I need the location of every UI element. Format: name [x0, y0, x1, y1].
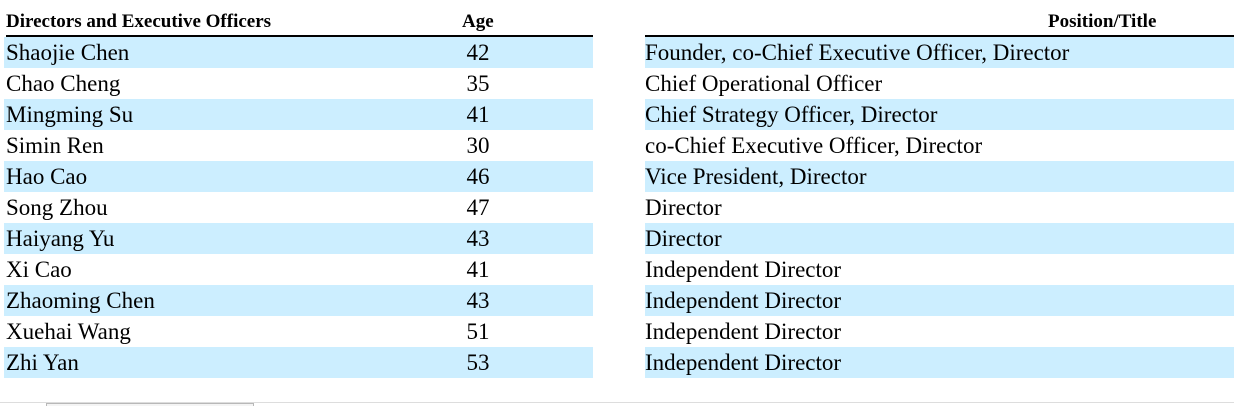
officer-name: Mingming Su — [6, 102, 134, 127]
officer-age: 30 — [466, 133, 490, 158]
officer-age: 43 — [466, 226, 490, 251]
officer-position: Chief Strategy Officer, Director — [645, 102, 938, 127]
scrollbar-thumb[interactable] — [46, 403, 254, 406]
officer-position: Independent Director — [645, 257, 842, 282]
officer-name: Chao Cheng — [6, 71, 121, 96]
officer-name: Haiyang Yu — [6, 226, 115, 251]
table-row: Song Zhou 47 Director — [4, 192, 1234, 223]
header-directors-and-executive-officers: Directors and Executive Officers — [6, 11, 272, 32]
officer-name: Zhaoming Chen — [6, 288, 155, 313]
officer-position: Independent Director — [645, 350, 842, 375]
table-row: Xuehai Wang 51 Independent Director — [4, 316, 1234, 347]
officer-position: Director — [645, 226, 722, 251]
table-row: Chao Cheng 35 Chief Operational Officer — [4, 68, 1234, 99]
table-row: Mingming Su 41 Chief Strategy Officer, Dir… — [4, 99, 1234, 130]
table-row: Zhaoming Chen 43 Independent Director — [4, 285, 1234, 316]
horizontal-scrollbar[interactable] — [0, 402, 1234, 406]
table-row: Zhi Yan 53 Independent Director — [4, 347, 1234, 378]
officer-name: Zhi Yan — [6, 350, 79, 375]
officer-name: Simin Ren — [6, 133, 104, 158]
table-row: Shaojie Chen 42 Founder, co-Chief Executiv… — [4, 37, 1234, 68]
officer-position: Vice President, Director — [645, 164, 867, 189]
officer-name: Shaojie Chen — [6, 40, 130, 65]
row-shade-left — [4, 99, 593, 130]
table-row: Hao Cao 46 Vice President, Director — [4, 161, 1234, 192]
officer-position: co-Chief Executive Officer, Director — [645, 133, 983, 158]
officer-position: Director — [645, 195, 722, 220]
officer-name: Xi Cao — [6, 257, 72, 282]
officer-name: Song Zhou — [6, 195, 108, 220]
officer-age: 41 — [466, 257, 490, 282]
table-row: Xi Cao 41 Independent Director — [4, 254, 1234, 285]
header-rule-right — [645, 35, 1234, 37]
row-shade-left — [4, 223, 593, 254]
row-shade-left — [4, 285, 593, 316]
officer-age: 51 — [466, 319, 490, 344]
officer-age: 41 — [466, 102, 490, 127]
header-age: Age — [462, 11, 494, 32]
row-shade-left — [4, 37, 593, 68]
officer-age: 53 — [466, 350, 490, 375]
row-shade-right — [645, 285, 1234, 316]
table-row: Simin Ren 30 co-Chief Executive Officer, D… — [4, 130, 1234, 161]
row-shade-right — [645, 37, 1234, 68]
officer-age: 43 — [466, 288, 490, 313]
header-position-title: Position/Title — [1048, 11, 1157, 32]
table-row: Haiyang Yu 43 Director — [4, 223, 1234, 254]
row-shade-left — [4, 161, 593, 192]
officer-age: 35 — [466, 71, 490, 96]
row-shade-right — [645, 347, 1234, 378]
officer-position: Independent Director — [645, 288, 842, 313]
officer-age: 42 — [466, 40, 490, 65]
officer-position: Chief Operational Officer — [645, 71, 883, 96]
officer-position: Founder, co-Chief Executive Officer, Dir… — [645, 40, 1070, 65]
row-shade-right — [645, 161, 1234, 192]
row-shade-left — [4, 347, 593, 378]
officer-name: Hao Cao — [6, 164, 88, 189]
officer-name: Xuehai Wang — [6, 319, 131, 344]
officers-table-body: Shaojie Chen 42 Founder, co-Chief Executiv… — [4, 37, 1234, 378]
header-rule-left — [6, 35, 593, 37]
officer-age: 47 — [466, 195, 490, 220]
officer-position: Independent Director — [645, 319, 842, 344]
officer-age: 46 — [466, 164, 490, 189]
row-shade-right — [645, 223, 1234, 254]
row-shade-right — [645, 99, 1234, 130]
